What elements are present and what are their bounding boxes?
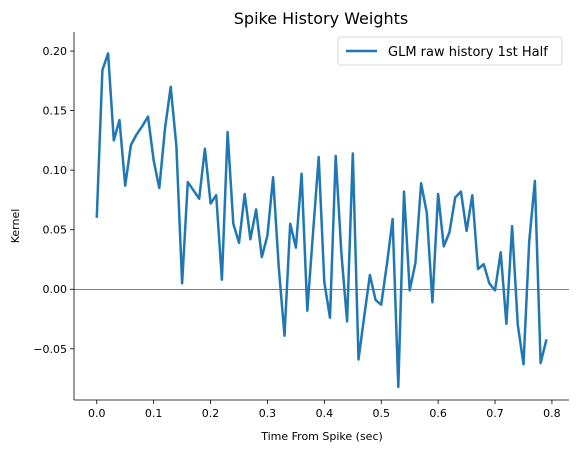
legend: GLM raw history 1st Half bbox=[337, 36, 563, 66]
y-tick-label: 0.15 bbox=[43, 105, 68, 118]
x-tick-label: 0.7 bbox=[486, 407, 504, 420]
legend-label: GLM raw history 1st Half bbox=[388, 45, 548, 60]
x-tick-label: 0.0 bbox=[88, 407, 106, 420]
y-tick-label: 0.05 bbox=[43, 224, 68, 237]
x-tick-label: 0.4 bbox=[316, 407, 334, 420]
axes bbox=[73, 32, 569, 401]
y-ticks: −0.05 0.00 0.05 0.10 0.15 0.20 bbox=[33, 45, 74, 356]
x-tick-label: 0.3 bbox=[259, 407, 277, 420]
y-tick-label: 0.10 bbox=[43, 164, 68, 177]
y-axis-label: Kernel bbox=[9, 209, 22, 244]
x-tick-label: 0.6 bbox=[429, 407, 447, 420]
y-tick-label: −0.05 bbox=[33, 343, 67, 356]
x-ticks: 0.0 0.1 0.2 0.3 0.4 0.5 0.6 0.7 0.8 bbox=[88, 400, 561, 420]
series-layer bbox=[95, 52, 548, 389]
x-tick-label: 0.2 bbox=[202, 407, 220, 420]
series-line bbox=[95, 52, 548, 389]
y-tick-label: 0.00 bbox=[43, 283, 68, 296]
x-axis-label: Time From Spike (sec) bbox=[260, 430, 383, 443]
y-tick-label: 0.20 bbox=[43, 45, 68, 58]
x-tick-label: 0.5 bbox=[372, 407, 390, 420]
chart-title: Spike History Weights bbox=[234, 9, 408, 28]
legend-frame bbox=[337, 36, 563, 66]
x-tick-label: 0.1 bbox=[145, 407, 163, 420]
x-tick-label: 0.8 bbox=[543, 407, 561, 420]
